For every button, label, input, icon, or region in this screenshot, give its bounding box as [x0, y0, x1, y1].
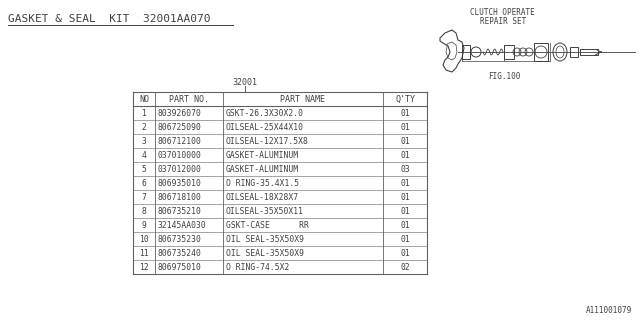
Text: A111001079: A111001079: [586, 306, 632, 315]
Text: 01: 01: [400, 108, 410, 117]
Text: OIL SEAL-35X50X9: OIL SEAL-35X50X9: [226, 235, 304, 244]
Text: GASKET-ALUMINUM: GASKET-ALUMINUM: [226, 150, 299, 159]
Text: 10: 10: [139, 235, 149, 244]
Text: 01: 01: [400, 137, 410, 146]
Bar: [534, 43, 548, 61]
Text: 01: 01: [400, 206, 410, 215]
Text: 806725090: 806725090: [158, 123, 202, 132]
Text: 4: 4: [141, 150, 147, 159]
Text: 806935010: 806935010: [158, 179, 202, 188]
Text: 7: 7: [141, 193, 147, 202]
Text: 01: 01: [400, 123, 410, 132]
Text: FIG.100: FIG.100: [488, 72, 520, 81]
Text: 2: 2: [141, 123, 147, 132]
Text: 32001: 32001: [232, 78, 257, 87]
Text: 9: 9: [141, 220, 147, 229]
Text: 803926070: 803926070: [158, 108, 202, 117]
Bar: [580, 49, 598, 55]
Text: 8: 8: [141, 206, 147, 215]
Text: OILSEAL-35X50X11: OILSEAL-35X50X11: [226, 206, 304, 215]
Text: 3: 3: [141, 137, 147, 146]
Bar: [570, 47, 578, 57]
Text: Q'TY: Q'TY: [395, 94, 415, 103]
Text: 037010000: 037010000: [158, 150, 202, 159]
Text: OILSEAL-18X28X7: OILSEAL-18X28X7: [226, 193, 299, 202]
Text: GASKET-ALUMINUM: GASKET-ALUMINUM: [226, 164, 299, 173]
Text: GSKT-CASE      RR: GSKT-CASE RR: [226, 220, 309, 229]
Text: 01: 01: [400, 249, 410, 258]
Text: 32145AA030: 32145AA030: [158, 220, 207, 229]
Text: PART NO.: PART NO.: [169, 94, 209, 103]
Text: 806735210: 806735210: [158, 206, 202, 215]
Text: O RING-74.5X2: O RING-74.5X2: [226, 262, 289, 271]
Text: GASKET & SEAL  KIT  32001AA070: GASKET & SEAL KIT 32001AA070: [8, 14, 211, 24]
Text: NO: NO: [139, 94, 149, 103]
Text: 01: 01: [400, 235, 410, 244]
Text: 806975010: 806975010: [158, 262, 202, 271]
Text: PART NAME: PART NAME: [280, 94, 326, 103]
Text: O RING-35.4X1.5: O RING-35.4X1.5: [226, 179, 299, 188]
Text: REPAIR SET: REPAIR SET: [480, 17, 526, 26]
Text: 806735230: 806735230: [158, 235, 202, 244]
Text: 5: 5: [141, 164, 147, 173]
Text: GSKT-26.3X30X2.0: GSKT-26.3X30X2.0: [226, 108, 304, 117]
Text: 12: 12: [139, 262, 149, 271]
Text: 806735240: 806735240: [158, 249, 202, 258]
Bar: [462, 45, 470, 59]
Text: 01: 01: [400, 220, 410, 229]
Text: 01: 01: [400, 179, 410, 188]
Text: 1: 1: [141, 108, 147, 117]
Text: 03: 03: [400, 164, 410, 173]
Text: 806718100: 806718100: [158, 193, 202, 202]
Bar: [504, 45, 514, 59]
Text: 02: 02: [400, 262, 410, 271]
Text: OIL SEAL-35X50X9: OIL SEAL-35X50X9: [226, 249, 304, 258]
Text: OILSEAL-12X17.5X8: OILSEAL-12X17.5X8: [226, 137, 309, 146]
Text: 01: 01: [400, 150, 410, 159]
Text: 11: 11: [139, 249, 149, 258]
Text: 01: 01: [400, 193, 410, 202]
Text: OILSEAL-25X44X10: OILSEAL-25X44X10: [226, 123, 304, 132]
Text: CLUTCH OPERATE: CLUTCH OPERATE: [470, 8, 535, 17]
Text: 6: 6: [141, 179, 147, 188]
Text: 806712100: 806712100: [158, 137, 202, 146]
Text: 037012000: 037012000: [158, 164, 202, 173]
